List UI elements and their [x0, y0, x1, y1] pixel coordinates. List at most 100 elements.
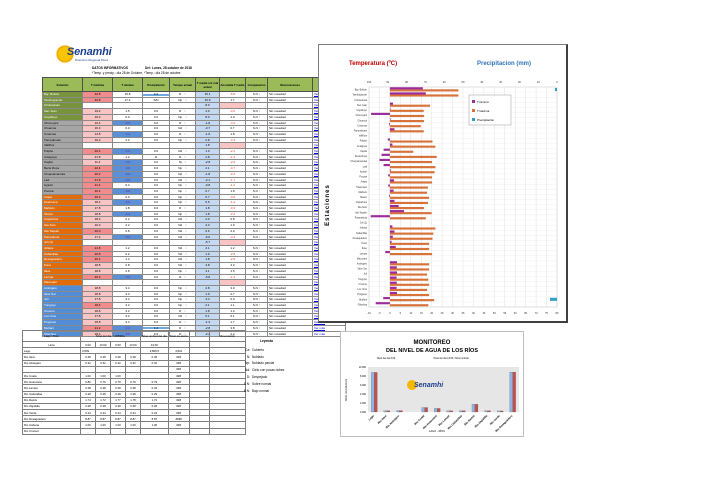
precip-cell-text: 0.0: [153, 177, 159, 182]
anomaly-cell-text: 3.0: [230, 285, 235, 290]
arrow-down-icon: ↓: [257, 206, 261, 211]
observation-cell-text: Sin novedad: [269, 268, 286, 273]
sun-icon: [407, 380, 417, 390]
tmean-cell-text: 4.0: [205, 109, 210, 114]
weather-symbol: ::: [185, 268, 187, 273]
observation-cell-text: Sin novedad: [269, 314, 286, 319]
column-header: Anomalía T media: [219, 77, 246, 92]
tmax-cell-text: 20.2: [94, 194, 101, 199]
precip-cell-text: 0.0: [153, 303, 159, 308]
anomaly-cell-text: 1.2: [230, 245, 235, 250]
y-tick-label: Pulpito: [360, 140, 368, 143]
rivers-col-alert: Nivel de alerta: [167, 330, 190, 342]
arrow-up-icon: ↑: [257, 320, 261, 325]
y-tick-label: Pampahuta: [355, 216, 368, 219]
tmean-cell-text: 2.8: [205, 285, 210, 290]
arrow-up-icon: ↑: [257, 308, 261, 313]
station-cell-text: Progreso: [44, 320, 57, 325]
report-date: Del: Lunes, 28 octubre de 2018: [145, 66, 192, 70]
bar-tmax: [389, 181, 433, 184]
tmin-cell-text: 1.8: [125, 206, 130, 211]
station-cell-text: Pampahuasi: [44, 137, 61, 142]
x-tick-label: 5: [400, 311, 402, 315]
tmin-cell-text: 2.2: [125, 251, 130, 256]
bar-tmin: [389, 92, 426, 95]
precip-cell-text: 0.0: [153, 120, 159, 125]
tmean-cell-text: 0.7: [205, 188, 210, 193]
column-header: Observaciones: [267, 77, 313, 92]
y-tick-label: Huancané: [356, 186, 368, 189]
bar-600: [396, 410, 400, 413]
weather-cell-text: Nd: [178, 177, 183, 182]
y-tick-label: Cabanillas: [356, 232, 368, 235]
river-name: Río Crucero: [22, 427, 81, 435]
comparison-cell-text: S.N: [252, 200, 258, 205]
weather-cell-text: Np: [178, 291, 183, 296]
chart-ylabel: Estaciones: [325, 184, 331, 226]
station-cell-text: Juli (2): [44, 240, 54, 245]
tmax-cell-text: 19.2: [94, 109, 101, 114]
y-tick-label: Azángaro: [357, 263, 368, 266]
weather-cell-text: Np: [178, 166, 183, 171]
tmax-cell-text: 18.8: [94, 263, 101, 268]
river-extra: [188, 427, 210, 435]
bar-tmax: [389, 166, 436, 169]
bar-tmax: [389, 206, 424, 210]
weather-symbol: ::: [185, 217, 187, 222]
table-row: Muñani 21.2 -3.2 1.4 D:: -2.8 3.8 S.N ↑ Sin nove…: [42, 324, 346, 332]
tmean-cell-text: -1.8: [204, 171, 211, 176]
tmin-cell-text: 0.4: [125, 183, 130, 188]
precip-cell-text: 0.0: [153, 234, 159, 239]
info-link-text[interactable]: Ver más: [314, 325, 326, 330]
precip-cell-text: S/D: [153, 97, 159, 102]
arrow-up-icon: ↑: [257, 291, 261, 296]
x-tick-label: -5: [378, 311, 381, 315]
tmean-cell-text: -6.6: [204, 234, 211, 239]
weather-cell-text: Nd: [178, 234, 183, 239]
y-tick-label: 6.000: [360, 384, 367, 387]
anomaly-cell-text: 3.3: [230, 263, 235, 268]
y-tick-label: Isla Soto: [358, 206, 368, 209]
bar-tmin: [383, 164, 390, 167]
chart-logo-text: Senamhi: [414, 382, 444, 389]
table-row: Ayaviri 21.4 0.4 0.0 Np:: -0.8 -1.2 S.N ↓ Sin no…: [42, 182, 346, 189]
precip-cell-text: 0.0: [153, 200, 159, 205]
weather-cell-text: N: [179, 274, 182, 279]
observation-cell-text: Sin novedad: [269, 291, 286, 296]
comparison-cell-text: S.N: [252, 308, 258, 313]
comparison-cell-text: S.N: [252, 154, 258, 159]
tmax-cell-text: 16.4: [94, 120, 101, 125]
x-top-tick-label: 10: [537, 80, 540, 84]
y-tick-label: Ilave Sur: [358, 268, 368, 271]
y-tick-label: Ichocuyani: [356, 114, 368, 117]
tmin-cell-text: 3.3: [125, 308, 130, 313]
rivers-header: Lago / Ríos Nivel del día UMBRAL Nivel u…: [22, 330, 246, 342]
y-tick-label: Macusani: [357, 257, 368, 260]
x-top-tick-label: 60: [443, 80, 446, 84]
x-tick-label: 55: [503, 311, 506, 315]
precip-cell-text: 0.0: [153, 314, 159, 319]
tmin-cell-text: 2.0: [125, 194, 130, 199]
precip-cell-text: 0.0: [153, 109, 159, 114]
tmean-cell-text: -2.8: [204, 160, 211, 165]
arrow-up-icon: ↑: [257, 223, 261, 228]
bar-tmax: [389, 217, 426, 220]
bar-tmax: [389, 242, 430, 245]
arrow-down-icon: ↓: [257, 177, 261, 182]
comparison-cell-text: S.N: [252, 131, 258, 136]
legend-item: Nd: Cielo con pocas nubes: [236, 367, 284, 374]
legend-swatch: [472, 100, 475, 103]
table-row: Pampahuasi 16.2 2.2 0.0 Np:: 2.8 -3.4 S.N ↓ Sin …: [42, 136, 346, 144]
tmax-cell-text: 21.8: [94, 245, 101, 250]
weather-symbol: ::: [185, 223, 187, 228]
station-cell-text: Pulpito: [44, 149, 54, 154]
bar-tmin: [389, 245, 396, 249]
weather-cell-text: D: [179, 320, 182, 325]
x-tick-label: 80: [556, 311, 559, 315]
info-link-text[interactable]: Ver más: [314, 331, 326, 336]
anomaly-cell-text: -0.3: [229, 206, 236, 211]
x-top-tick-label: 80: [405, 80, 408, 84]
precip-cell-text: 0.0: [153, 285, 159, 290]
bar-tmax: [389, 201, 428, 205]
observation-cell: Sin novedad: [267, 330, 313, 338]
